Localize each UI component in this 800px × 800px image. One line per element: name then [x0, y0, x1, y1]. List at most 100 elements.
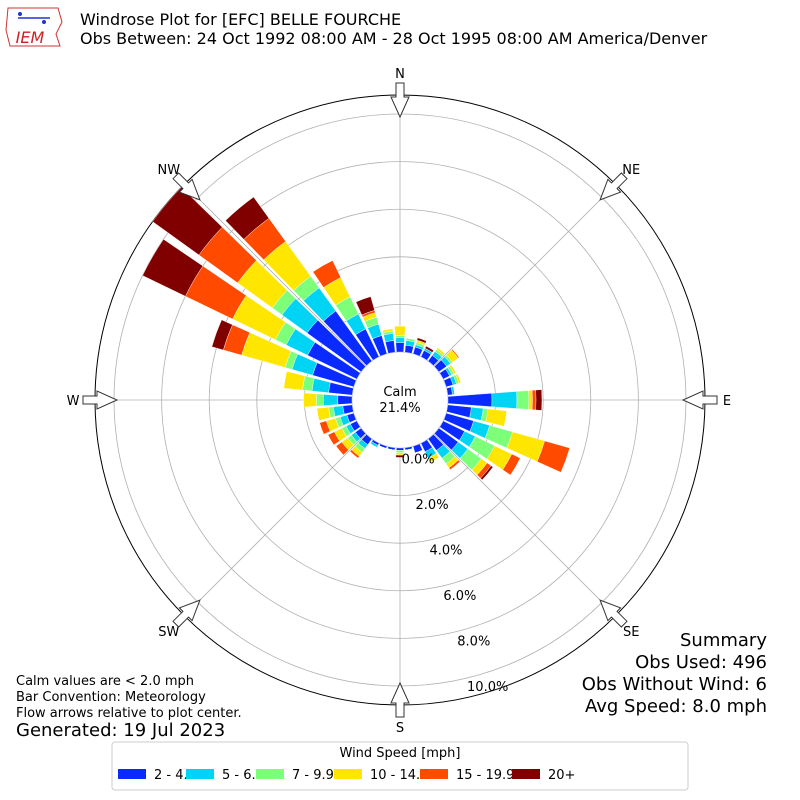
- bar-segment: [316, 407, 331, 421]
- flow-arrow-shape: [390, 681, 410, 718]
- flow-arrow: [390, 82, 410, 119]
- legend-label: 15 - 19.9: [456, 768, 514, 783]
- logo: IEM: [5, 7, 63, 47]
- logo-text: IEM: [16, 28, 45, 47]
- bar-segment: [416, 337, 427, 344]
- bar-segment: [225, 196, 270, 240]
- bar-segment: [387, 448, 395, 451]
- note: Flow arrows relative to plot center.: [16, 706, 242, 721]
- r-tick-label: 2.0%: [416, 498, 449, 513]
- bar-segment: [395, 454, 405, 458]
- flow-arrow-shape: [681, 390, 718, 410]
- bar-segment: [395, 342, 405, 353]
- r-tick-label: 8.0%: [457, 634, 490, 649]
- bar-segment: [395, 337, 405, 343]
- flow-arrow: [599, 172, 628, 201]
- spoke: [184, 184, 367, 367]
- bar-segment: [531, 389, 537, 411]
- legend-label: 7 - 9.9: [292, 768, 334, 783]
- bar-segment: [395, 335, 405, 339]
- summary-line: Obs Used: 496: [635, 652, 767, 673]
- bar-segment: [535, 389, 543, 411]
- legend-label: 10 - 14.9: [370, 768, 428, 783]
- bar-segment: [335, 446, 344, 456]
- bar-segment: [480, 465, 494, 481]
- grid-ring: [208, 208, 592, 592]
- bar-segment: [355, 296, 375, 316]
- legend-swatch: [420, 769, 448, 779]
- flow-arrow-shape: [390, 82, 410, 119]
- bar-segment: [491, 391, 518, 409]
- flow-arrow: [82, 390, 119, 410]
- legend-label: 20+: [548, 768, 575, 783]
- decorations: 0.0% 2.0% 4.0% 6.0% 8.0% 10.0% N NE E SE S SW W NW: [67, 67, 732, 736]
- bar-segment: [406, 337, 416, 340]
- bar-segment: [504, 410, 508, 427]
- logo-dot: [18, 12, 22, 16]
- bars: [142, 187, 571, 481]
- summary-line: Summary: [680, 630, 767, 651]
- legend-label: 5 - 6.9: [222, 768, 264, 783]
- bar-segment: [323, 394, 339, 406]
- bar-segment: [485, 408, 508, 427]
- flow-arrow-shape: [599, 599, 628, 628]
- chart-title: Windrose Plot for [EFC] BELLE FOURCHE: [80, 10, 401, 29]
- flow-arrow-shape: [172, 172, 201, 201]
- spoke: [184, 433, 367, 616]
- bar-segment: [396, 447, 404, 451]
- direction-label: N: [395, 67, 405, 82]
- direction-label: W: [67, 394, 80, 409]
- bar-segment: [349, 451, 359, 459]
- bar-segment: [327, 434, 334, 446]
- legend-label: 2 - 4.9: [154, 768, 196, 783]
- bar-segment: [303, 392, 317, 408]
- chart-subtitle: Obs Between: 24 Oct 1992 08:00 AM - 28 O…: [80, 29, 708, 48]
- bar-segment: [560, 448, 571, 473]
- direction-label: S: [396, 721, 404, 736]
- direction-label: SW: [158, 625, 179, 640]
- bar-segment: [379, 443, 388, 449]
- grid-ring: [161, 161, 639, 639]
- direction-label: E: [723, 394, 731, 409]
- bar-segment: [283, 371, 287, 389]
- legend-swatch: [512, 769, 540, 779]
- bar-segment: [469, 407, 484, 421]
- generated: Generated: 19 Jul 2023: [16, 720, 225, 741]
- spoke: [433, 433, 616, 616]
- direction-label: NE: [622, 163, 640, 178]
- calm-label: Calm: [383, 385, 416, 400]
- bar-segment: [142, 238, 204, 297]
- r-tick-label: 6.0%: [443, 589, 476, 604]
- legend-swatch: [118, 769, 146, 779]
- bar-segment: [342, 404, 354, 415]
- direction-label: NW: [157, 163, 180, 178]
- summary-line: Avg Speed: 8.0 mph: [585, 696, 767, 717]
- bar-segment: [447, 393, 493, 407]
- bar-segment: [316, 408, 320, 421]
- legend: Wind Speed [mph] 2 - 4.9 5 - 6.9 7 - 9.9 10 …: [111, 741, 689, 791]
- r-tick-label: 4.0%: [429, 543, 462, 558]
- bar-segment: [528, 390, 533, 410]
- bar-segment: [394, 325, 406, 336]
- summary-line: Obs Without Wind: 6: [582, 674, 767, 695]
- bar-segment: [516, 390, 530, 410]
- grid-ring: [256, 256, 544, 544]
- flow-arrow-shape: [172, 599, 201, 628]
- bar-segment: [452, 348, 460, 358]
- bar-segment: [283, 371, 306, 391]
- grid-ring: [351, 351, 449, 449]
- calm-value: 21.4%: [379, 401, 420, 416]
- note: Calm values are < 2.0 mph: [16, 674, 194, 689]
- bar-segment: [385, 340, 396, 354]
- note: Bar Convention: Meteorology: [16, 690, 206, 705]
- flow-arrow: [172, 599, 201, 628]
- legend-swatch: [186, 769, 214, 779]
- logo-dot: [42, 20, 46, 24]
- legend-swatch: [334, 769, 362, 779]
- flow-arrow-shape: [599, 172, 628, 201]
- bar-segment: [316, 393, 324, 407]
- legend-swatch: [256, 769, 284, 779]
- bar-segment: [333, 405, 345, 417]
